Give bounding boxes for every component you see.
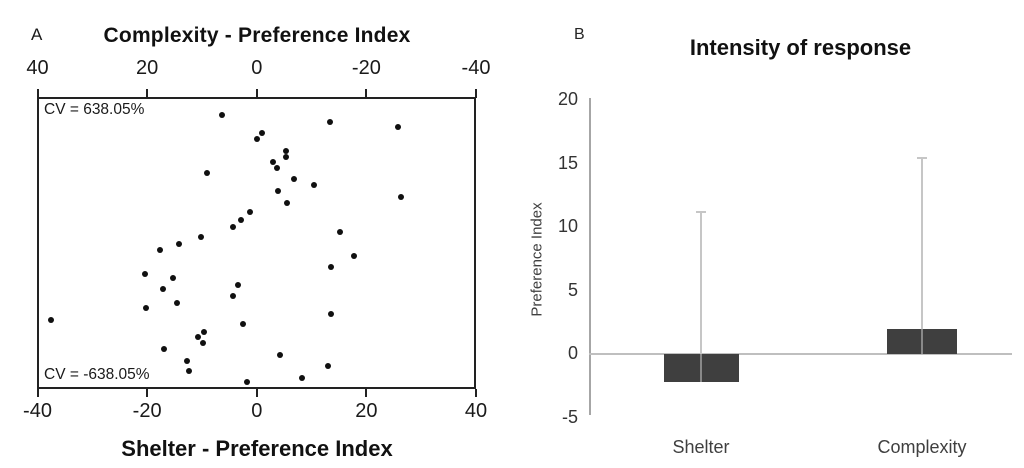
bottom-axis-tick-label: 0	[251, 400, 263, 422]
scatter-point	[200, 328, 207, 335]
bottom-axis-tick	[36, 389, 39, 397]
panel-a-title: Complexity - Preference Index	[103, 24, 411, 47]
bottom-axis-tick	[475, 389, 477, 397]
top-axis-tick-label: 20	[136, 56, 159, 79]
bottom-axis-tick-label: -40	[23, 400, 52, 422]
scatter-point	[337, 228, 344, 235]
scatter-point	[234, 281, 241, 288]
scatter-point	[204, 170, 211, 176]
error-bar-cap	[917, 157, 927, 160]
scatter-point	[273, 165, 280, 171]
zero-line	[589, 353, 1012, 355]
yaxis-tick-label: -5	[561, 406, 578, 427]
yaxis-tick-label: 10	[557, 216, 578, 236]
cv-annotation-bottom: CV = -638.05%	[44, 366, 150, 383]
error-bar	[921, 158, 923, 354]
scatter-point	[324, 363, 331, 369]
scatter-point	[160, 346, 167, 353]
scatter-point	[159, 286, 166, 292]
scatter-point	[156, 247, 163, 253]
panel-a-xaxis-title: Shelter - Preference Index	[121, 436, 393, 461]
yaxis-tick-label: 5	[567, 279, 578, 300]
scatter-point	[194, 334, 201, 341]
top-axis-tick	[36, 88, 39, 98]
scatter-point	[239, 321, 246, 327]
scatter-point	[48, 316, 55, 323]
scatter-point	[141, 270, 148, 277]
scatter-point	[175, 241, 182, 248]
scatter-point	[397, 193, 404, 200]
scatter-point	[246, 209, 253, 216]
panel-b-title: Intensity of response	[689, 35, 912, 60]
yaxis-line	[589, 98, 591, 415]
scatter-point	[290, 176, 297, 183]
scatter-point	[198, 234, 205, 241]
error-bar-through-bar	[921, 328, 923, 354]
category-label-complexity: Complexity	[877, 437, 967, 457]
scatter-point	[327, 119, 334, 125]
top-axis-tick	[255, 88, 258, 98]
scatter-point	[328, 311, 335, 318]
scatter-point	[170, 274, 177, 281]
scatter-point	[143, 305, 149, 311]
scatter-point	[274, 188, 281, 195]
panel-a-label: A	[31, 25, 43, 44]
scatter-point	[183, 358, 190, 364]
scatter-point	[259, 130, 266, 137]
panel-b-yaxis-title: Preference Index	[528, 202, 546, 317]
scatter-point	[283, 154, 290, 160]
scatter-point	[284, 200, 291, 206]
scatter-point	[218, 112, 225, 118]
scatter-point	[173, 300, 180, 306]
panel-b-label: B	[574, 26, 585, 43]
scatter-point	[269, 158, 276, 165]
scatter-point	[199, 339, 206, 346]
bottom-axis-tick	[365, 389, 368, 397]
bottom-axis-tick-label: 40	[464, 400, 488, 422]
top-axis-tick	[146, 88, 149, 98]
bottom-axis-tick-label: -20	[132, 400, 162, 422]
bottom-axis-tick-label: 20	[355, 400, 378, 422]
panel-a-plot-border	[37, 97, 476, 389]
yaxis-tick-label: 15	[557, 152, 578, 173]
scatter-point	[395, 123, 402, 130]
scatter-point	[351, 253, 358, 260]
error-bar-through-bar	[700, 354, 702, 382]
bottom-axis-tick	[255, 389, 258, 397]
yaxis-tick-label: 0	[567, 343, 578, 363]
scatter-point	[186, 367, 193, 374]
top-axis-tick-label: -20	[351, 56, 381, 79]
top-axis-tick-label: 40	[26, 56, 49, 79]
scatter-point	[244, 379, 251, 385]
yaxis-tick-label: 20	[557, 89, 578, 109]
error-bar-cap	[696, 210, 706, 213]
scatter-point	[238, 216, 245, 223]
scatter-point	[311, 181, 318, 188]
scatter-point	[328, 263, 335, 270]
scatter-point	[277, 351, 284, 358]
scatter-point	[283, 148, 290, 155]
top-axis-tick-label: -40	[461, 56, 491, 79]
scatter-point	[229, 293, 236, 299]
scatter-point	[254, 135, 261, 142]
scatter-point	[299, 374, 306, 381]
cv-annotation-top: CV = 638.05%	[44, 101, 145, 118]
top-axis-tick-label: 0	[251, 56, 263, 79]
error-bar	[700, 211, 702, 382]
top-axis-tick	[365, 88, 368, 98]
bottom-axis-tick	[146, 389, 149, 397]
top-axis-tick	[475, 88, 477, 98]
category-label-shelter: Shelter	[672, 437, 730, 457]
scatter-point	[229, 223, 236, 230]
